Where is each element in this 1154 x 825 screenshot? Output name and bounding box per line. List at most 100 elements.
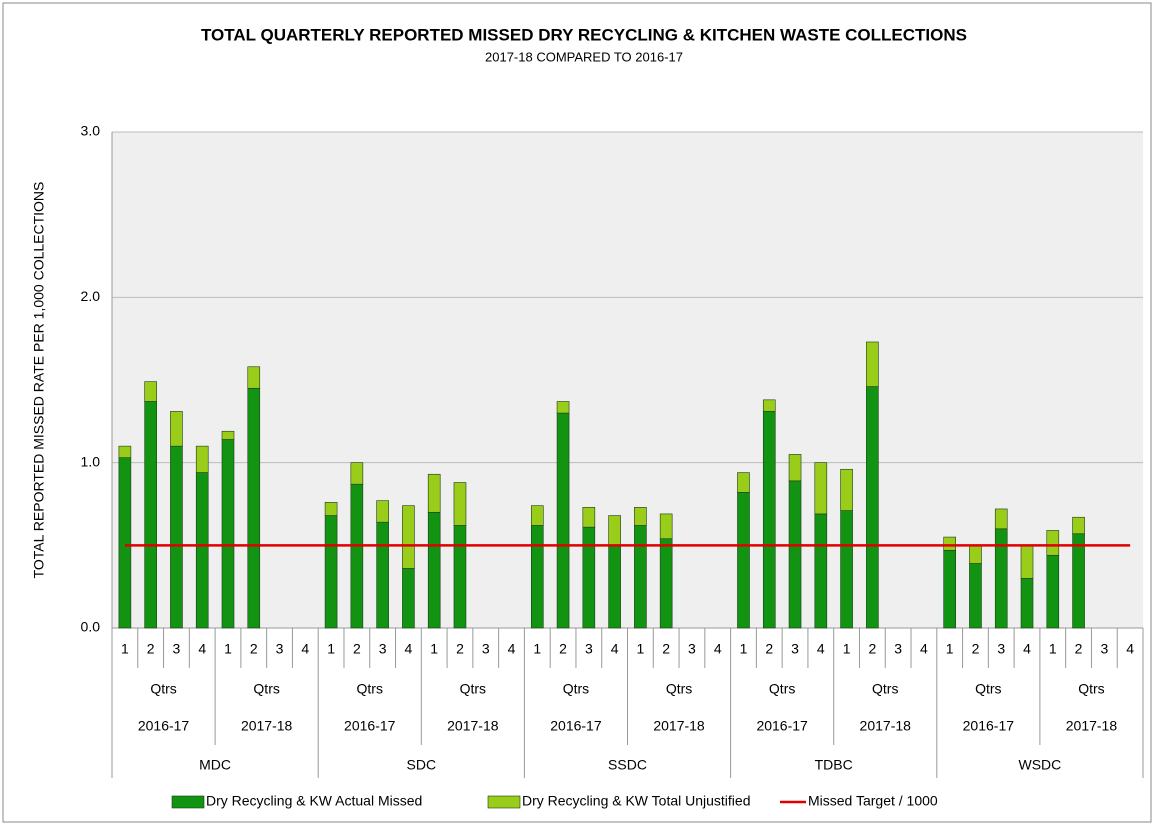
x-tick-label: 1 [224,641,232,657]
x-tick-label: 1 [843,641,851,657]
bar-segment [402,568,415,629]
year-unit-label: Qtrs [253,681,279,697]
x-tick-label: 3 [1100,641,1108,657]
bar-segment [608,545,621,629]
x-tick-label: 4 [920,641,928,657]
x-tick-label: 2 [147,641,155,657]
bar-segment [659,538,673,629]
bar-segment [943,536,956,551]
bar-segment [556,401,570,414]
x-tick-label: 2 [662,641,670,657]
bar-segment [582,526,596,629]
bar-segment [943,549,956,629]
x-tick-label: 3 [173,641,181,657]
year-label: 2017-18 [241,718,293,734]
bar-segment [969,563,982,629]
y-tick-label: 1.0 [81,453,101,469]
x-tick-label: 4 [198,641,206,657]
x-tick-label: 2 [559,641,567,657]
year-unit-label: Qtrs [1078,681,1104,697]
x-tick-label: 1 [1049,641,1057,657]
bar-segment [788,454,802,482]
bar-segment [1046,530,1060,556]
year-label: 2016-17 [756,718,808,734]
year-unit-label: Qtrs [563,681,589,697]
bar-segment [324,502,338,516]
bar-segment [376,521,389,629]
bar-segment [1020,578,1034,629]
plot-area [112,132,1143,628]
bar-segment [170,445,183,629]
bar-segment [994,528,1008,629]
x-tick-label: 3 [894,641,902,657]
x-tick-label: 3 [379,641,387,657]
x-tick-label: 1 [121,641,129,657]
bar-segment [427,473,441,513]
x-tick-label: 4 [714,641,722,657]
bar-segment [118,457,132,629]
year-unit-label: Qtrs [872,681,898,697]
x-tick-label: 4 [1126,641,1134,657]
bar-segment [144,381,157,402]
bar-segment [118,445,132,459]
bar-segment [737,492,750,629]
legend-label: Dry Recycling & KW Total Unjustified [522,793,750,809]
bar-segment [866,341,879,387]
x-tick-label: 2 [972,641,980,657]
x-tick-label: 1 [430,641,438,657]
bar-segment [840,468,853,511]
bar-segment [866,386,879,629]
x-tick-label: 1 [946,641,954,657]
bar-segment [376,500,389,523]
x-tick-label: 3 [688,641,696,657]
bar-segment [1072,533,1085,629]
y-tick-label: 2.0 [81,288,101,304]
x-tick-label: 3 [276,641,284,657]
x-tick-label: 4 [1023,641,1031,657]
year-unit-label: Qtrs [666,681,692,697]
x-tick-label: 3 [997,641,1005,657]
x-tick-label: 2 [765,641,773,657]
bar-segment [788,480,802,629]
year-unit-label: Qtrs [769,681,795,697]
bar-segment [144,401,157,629]
council-label: SSDC [608,757,647,773]
chart-subtitle: 2017-18 COMPARED TO 2016-17 [485,49,683,64]
x-tick-label: 2 [1075,641,1083,657]
year-unit-label: Qtrs [460,681,486,697]
y-tick-label: 0.0 [81,619,101,635]
bar-segment [195,445,209,473]
x-tick-label: 4 [817,641,825,657]
x-tick-label: 4 [405,641,413,657]
legend-label: Dry Recycling & KW Actual Missed [206,793,422,809]
bar-segment [814,513,828,629]
bar-segment [634,525,647,629]
bar-segment [350,462,364,485]
year-unit-label: Qtrs [975,681,1001,697]
x-tick-label: 3 [791,641,799,657]
bar-segment [608,515,621,546]
x-tick-label: 2 [353,641,361,657]
year-unit-label: Qtrs [357,681,383,697]
year-label: 2017-18 [1066,718,1118,734]
bar-segment [1020,545,1034,579]
bar-segment [453,482,467,526]
bar-segment [221,430,235,440]
legend-label: Missed Target / 1000 [808,793,938,809]
x-tick-label: 1 [327,641,335,657]
bar-segment [453,525,467,629]
y-tick-label: 3.0 [81,123,101,139]
bar-segment [659,513,673,540]
bar-segment [427,511,441,629]
year-label: 2016-17 [963,718,1015,734]
bar-segment [762,411,776,629]
chart-title: TOTAL QUARTERLY REPORTED MISSED DRY RECY… [201,25,967,44]
x-tick-label: 1 [533,641,541,657]
council-label: TDBC [815,757,853,773]
year-unit-label: Qtrs [150,681,176,697]
bar-segment [1046,554,1060,629]
year-label: 2016-17 [344,718,396,734]
x-tick-label: 2 [250,641,258,657]
bar-segment [762,399,776,412]
bar-segment [994,508,1008,530]
